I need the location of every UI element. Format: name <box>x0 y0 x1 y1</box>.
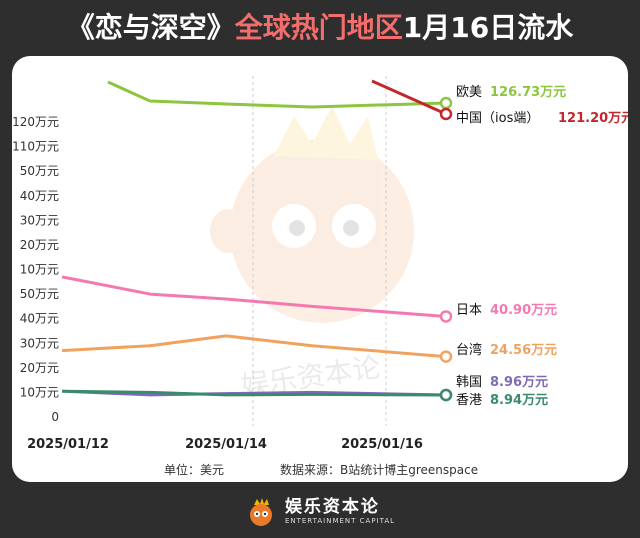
series-name-europe: 欧美 <box>456 85 482 100</box>
y-tick-label: 30万元 <box>20 336 59 350</box>
series-name-taiwan: 台湾 <box>456 342 482 358</box>
brand-name-cn: 娱乐资本论 <box>284 497 380 517</box>
footer-brand: 娱乐资本论 ENTERTAINMENT CAPITAL <box>0 486 640 538</box>
series-endpoint-china <box>439 107 453 121</box>
series-line-hongkong <box>61 389 447 397</box>
series-name-korea: 韩国 <box>456 375 482 390</box>
unit-note: 单位：美元 <box>164 463 225 477</box>
series-endpoint-taiwan <box>439 350 453 363</box>
series-line-japan <box>61 275 447 318</box>
series-value-hongkong: 8.94万元 <box>490 393 548 408</box>
grid <box>252 76 387 426</box>
chart-card: 娱乐资本论 0 10万元 20万元 30万元 40万元 50万元 10万元 20万元 30万元 4… <box>12 56 628 482</box>
line-chart: 娱乐资本论 010万元20万元30万元40万元50万元10万元20万元30万元4… <box>12 76 628 452</box>
brand-name-en: ENTERTAINMENT CAPITAL <box>284 517 396 525</box>
y-tick-label: 50万元 <box>20 287 59 301</box>
series-value-europe: 126.73万元 <box>490 85 566 100</box>
series-lines <box>61 79 453 402</box>
series-name-hongkong: 香港 <box>456 393 482 408</box>
watermark-mascot-icon <box>210 106 414 323</box>
series-value-china: 121.20万元 <box>558 111 628 126</box>
title-game: 《恋与深空》 <box>66 11 235 44</box>
brand-text: 娱乐资本论 ENTERTAINMENT CAPITAL <box>285 498 395 526</box>
series-name-china: 中国（ios端） <box>456 111 539 126</box>
y-tick-label: 20万元 <box>20 238 59 252</box>
y-tick-label: 110万元 <box>12 140 59 154</box>
series-line-china <box>371 79 447 116</box>
y-tick-label: 40万元 <box>20 312 59 326</box>
series-endpoint-hongkong <box>439 388 453 402</box>
source-note: 数据来源：B站统计博主greenspace <box>280 463 479 477</box>
series-line-europe <box>107 80 447 109</box>
series-endpoint-japan <box>439 310 453 323</box>
y-tick-label: 40万元 <box>20 189 59 203</box>
title-region: 全球热门地区 <box>234 11 403 44</box>
series-endpoint-europe <box>439 96 453 110</box>
series-line-taiwan <box>61 334 447 359</box>
series-value-korea: 8.96万元 <box>490 375 548 390</box>
y-tick-label: 50万元 <box>20 164 59 178</box>
title-date: 1月16日流水 <box>402 11 574 44</box>
y-tick-label: 120万元 <box>12 115 59 129</box>
y-axis-ticks: 0 10万元 20万元 30万元 40万元 50万元 10万元 20万元 30万元 40万元 50万… <box>12 115 59 424</box>
y-tick-label: 20万元 <box>20 361 59 375</box>
x-tick-label: 2025/01/14 <box>185 437 267 452</box>
x-tick-label: 2025/01/16 <box>341 437 423 452</box>
x-axis-ticks: 2025/01/12 2025/01/14 2025/01/16 <box>27 437 423 452</box>
series-value-taiwan: 24.56万元 <box>490 343 557 358</box>
series-value-japan: 40.90万元 <box>490 303 557 318</box>
series-name-japan: 日本 <box>456 303 482 318</box>
brand-mascot-icon <box>249 498 272 526</box>
x-tick-label: 2025/01/12 <box>27 437 109 452</box>
chart-title: 《恋与深空》 全球热门地区 1月16日流水 <box>0 0 640 52</box>
y-tick-label: 10万元 <box>20 263 59 277</box>
y-tick-label: 30万元 <box>20 213 59 227</box>
y-tick-label: 0 <box>51 410 59 424</box>
y-tick-label: 10万元 <box>20 385 59 399</box>
